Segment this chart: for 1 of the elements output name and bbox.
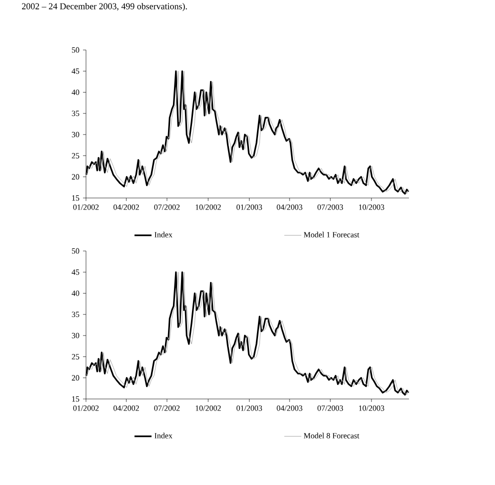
text: 2002 – 24 December 2003, 499 observations).: [22, 3, 187, 12]
